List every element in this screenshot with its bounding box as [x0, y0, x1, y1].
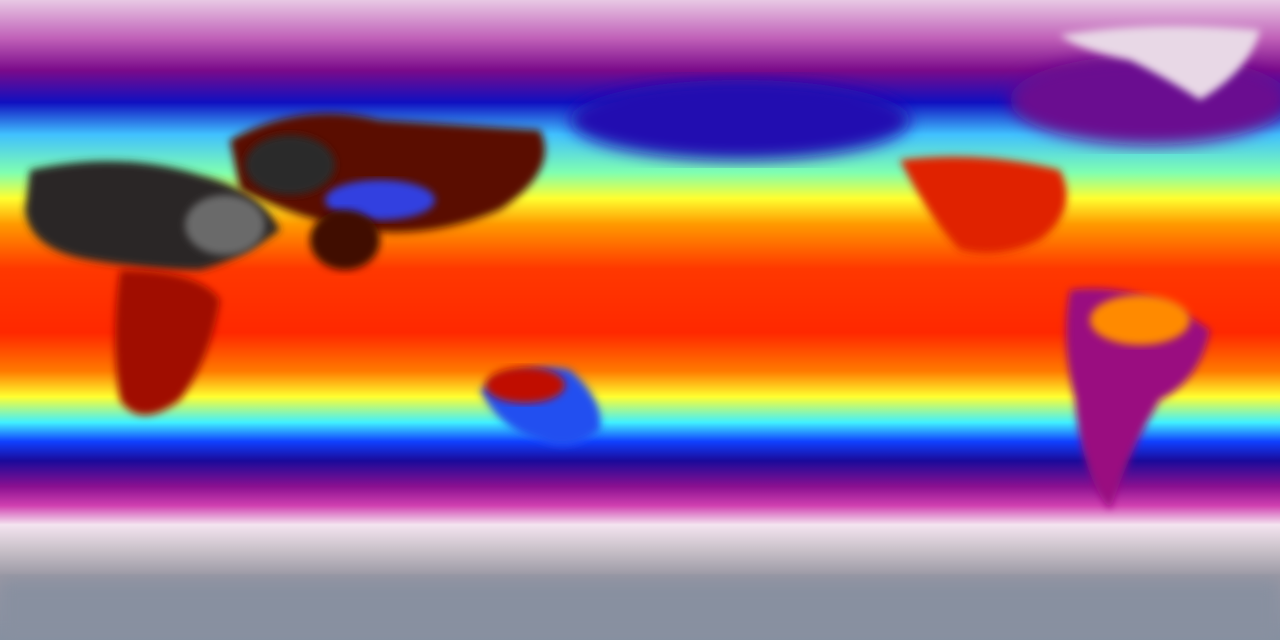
arabia: [185, 195, 265, 255]
asia-desert: [245, 135, 335, 195]
north-atlantic-cold: [1010, 55, 1280, 145]
tibet: [325, 180, 435, 220]
north-america: [900, 156, 1067, 254]
south-america: [1066, 288, 1210, 510]
amazon: [1090, 295, 1190, 345]
antarctica: [0, 580, 1280, 640]
india: [310, 210, 380, 270]
north-pacific-cold: [570, 80, 910, 160]
greenland: [1060, 26, 1260, 100]
africa-south: [115, 270, 220, 415]
australia-north: [485, 367, 565, 403]
